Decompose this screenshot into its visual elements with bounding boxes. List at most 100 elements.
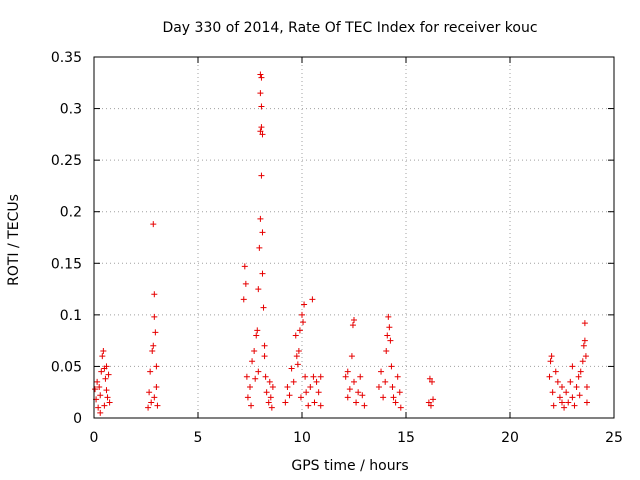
data-point [565, 399, 572, 406]
data-point [240, 296, 247, 303]
data-points [92, 71, 590, 416]
y-tick-label: 0.35 [51, 50, 82, 66]
y-tick-label: 0.05 [51, 359, 82, 375]
data-point [256, 244, 263, 251]
y-tick-label: 0.3 [60, 102, 82, 118]
data-point [301, 301, 308, 308]
data-point [310, 373, 317, 380]
x-tick-label: 20 [501, 430, 519, 446]
data-point [257, 90, 264, 97]
y-axis-label: ROTI / TECUs [6, 194, 22, 286]
data-point [243, 373, 250, 380]
data-point [317, 402, 324, 409]
x-tick-label: 10 [293, 430, 311, 446]
data-point [290, 378, 297, 385]
axis-ticks: 0 5 10 15 20 25 0 0.05 0.1 0.15 0.2 0.25 0.3 0.35 [51, 50, 623, 446]
data-point [582, 353, 589, 360]
data-point [576, 392, 583, 399]
y-tick-label: 0.1 [60, 308, 82, 324]
data-point [282, 399, 289, 406]
data-point [378, 368, 385, 375]
data-point [305, 402, 312, 409]
data-point [569, 394, 576, 401]
data-point [99, 353, 106, 360]
data-point [556, 394, 563, 401]
data-point [307, 384, 314, 391]
data-point [148, 399, 155, 406]
data-point [579, 358, 586, 365]
data-point [263, 389, 270, 396]
data-point [294, 361, 301, 368]
data-point [151, 394, 158, 401]
data-point [581, 320, 588, 327]
data-point [258, 172, 265, 179]
data-point [286, 392, 293, 399]
data-point [249, 358, 256, 365]
data-point [397, 404, 404, 411]
data-point [146, 389, 153, 396]
data-point [258, 124, 265, 131]
y-tick-label: 0 [73, 411, 82, 427]
data-point [430, 396, 437, 403]
data-point [388, 363, 395, 370]
data-point [382, 378, 389, 385]
y-tick-label: 0.2 [60, 205, 82, 221]
data-point [426, 375, 433, 382]
data-point [255, 286, 262, 293]
data-point [351, 378, 357, 385]
data-point [581, 337, 588, 344]
data-point [252, 375, 259, 382]
data-point [573, 384, 580, 391]
data-point [92, 386, 99, 393]
plot-frame [93, 56, 615, 419]
data-point [265, 399, 272, 406]
data-point [355, 389, 362, 396]
data-point [577, 368, 584, 375]
x-tick-label: 0 [90, 430, 99, 446]
data-point [390, 394, 397, 401]
data-point [549, 389, 556, 396]
data-point [103, 387, 110, 394]
data-point [241, 263, 248, 270]
data-point [151, 291, 158, 298]
data-point [547, 358, 554, 365]
data-point [348, 353, 355, 360]
data-point [251, 347, 258, 354]
data-point [386, 324, 393, 331]
data-point [563, 389, 570, 396]
data-point [559, 399, 565, 406]
data-point [152, 329, 159, 336]
data-point [255, 368, 262, 375]
data-point [315, 389, 322, 396]
data-point [149, 347, 156, 354]
data-point [313, 378, 320, 385]
data-point [383, 347, 390, 354]
data-point [258, 103, 265, 110]
data-point [145, 404, 152, 411]
data-point [288, 365, 295, 372]
data-point [153, 363, 160, 370]
data-point [293, 353, 300, 360]
x-tick-label: 15 [397, 430, 415, 446]
chart-title: Day 330 of 2014, Rate Of TEC Index for r… [162, 20, 537, 36]
data-point [344, 394, 351, 401]
data-point [300, 319, 307, 326]
data-point [317, 373, 324, 380]
x-axis-label: GPS time / hours [291, 458, 408, 474]
data-point [258, 74, 265, 81]
data-point [101, 365, 108, 372]
data-point [284, 384, 291, 391]
data-point [97, 409, 104, 416]
data-point [261, 353, 268, 360]
data-point [104, 394, 111, 401]
data-point [257, 215, 264, 222]
data-point [102, 375, 109, 382]
data-point [259, 270, 266, 277]
data-point [303, 389, 310, 396]
data-point [554, 378, 561, 385]
data-point [154, 402, 161, 409]
data-point [257, 71, 264, 78]
grid [94, 57, 614, 418]
data-point [552, 368, 559, 375]
